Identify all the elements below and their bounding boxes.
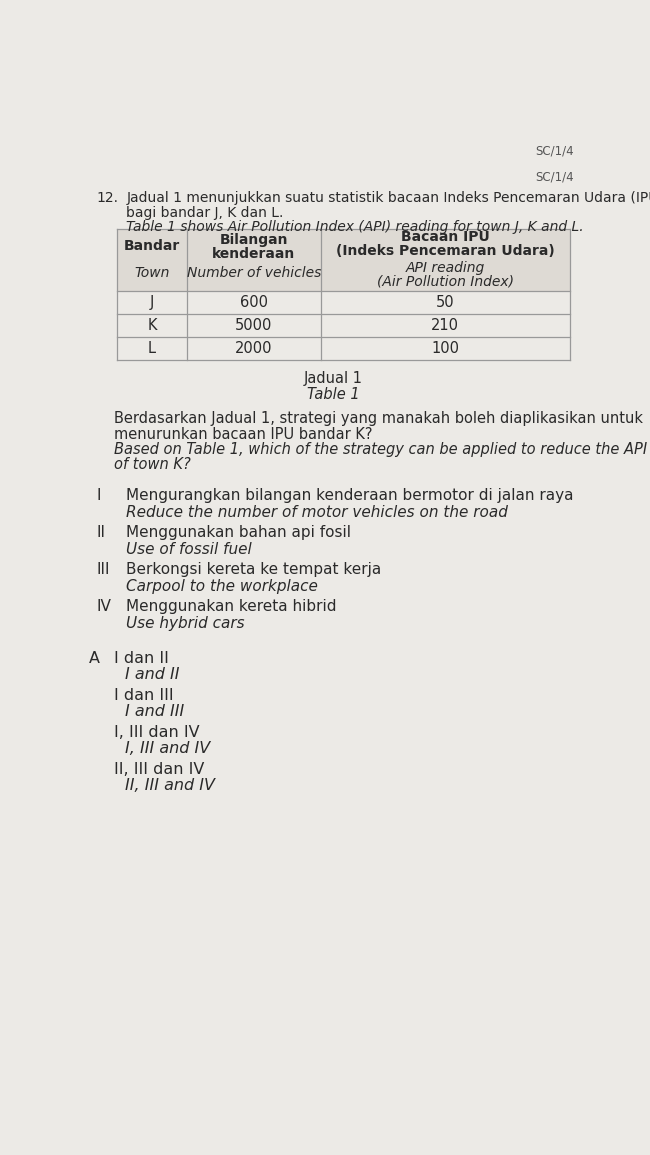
- Text: 600: 600: [240, 296, 268, 310]
- Text: III: III: [97, 562, 110, 578]
- Text: I, III and IV: I, III and IV: [125, 740, 210, 755]
- Text: Carpool to the workplace: Carpool to the workplace: [126, 579, 318, 594]
- Text: 50: 50: [436, 296, 454, 310]
- Text: I and II: I and II: [125, 666, 179, 681]
- Text: J: J: [150, 296, 154, 310]
- Text: Berkongsi kereta ke tempat kerja: Berkongsi kereta ke tempat kerja: [126, 562, 382, 578]
- Text: Town: Town: [135, 267, 170, 281]
- Text: L: L: [148, 342, 156, 356]
- Text: kenderaan: kenderaan: [212, 247, 296, 261]
- Text: SC/1/4: SC/1/4: [535, 171, 573, 184]
- Text: Menggunakan kereta hibrid: Menggunakan kereta hibrid: [126, 599, 337, 614]
- Text: (Indeks Pencemaran Udara): (Indeks Pencemaran Udara): [335, 244, 554, 258]
- Text: Bandar: Bandar: [124, 239, 180, 253]
- Text: 5000: 5000: [235, 319, 272, 333]
- Text: Bacaan IPU: Bacaan IPU: [400, 230, 489, 244]
- Text: Use of fossil fuel: Use of fossil fuel: [126, 542, 252, 557]
- Bar: [117, 314, 569, 337]
- Text: Number of vehicles: Number of vehicles: [187, 267, 321, 281]
- Text: Use hybrid cars: Use hybrid cars: [126, 616, 245, 631]
- Text: Reduce the number of motor vehicles on the road: Reduce the number of motor vehicles on t…: [126, 505, 508, 520]
- Text: Bilangan: Bilangan: [220, 233, 288, 247]
- Text: Menggunakan bahan api fosil: Menggunakan bahan api fosil: [126, 526, 351, 541]
- Text: menurunkan bacaan IPU bandar K?: menurunkan bacaan IPU bandar K?: [114, 426, 372, 441]
- Text: IV: IV: [97, 599, 112, 614]
- Text: Based on Table 1, which of the strategy can be applied to reduce the API reading: Based on Table 1, which of the strategy …: [114, 442, 650, 457]
- Text: I, III dan IV: I, III dan IV: [114, 725, 200, 740]
- Text: Berdasarkan Jadual 1, strategi yang manakah boleh diaplikasikan untuk: Berdasarkan Jadual 1, strategi yang mana…: [114, 411, 643, 426]
- Text: 2000: 2000: [235, 342, 272, 356]
- Text: 210: 210: [431, 319, 459, 333]
- Text: of town K?: of town K?: [114, 457, 190, 472]
- Text: 100: 100: [431, 342, 459, 356]
- Text: Mengurangkan bilangan kenderaan bermotor di jalan raya: Mengurangkan bilangan kenderaan bermotor…: [126, 489, 574, 504]
- Text: A: A: [89, 651, 100, 666]
- Text: API reading: API reading: [406, 261, 485, 275]
- Text: I and III: I and III: [125, 703, 184, 718]
- Text: II, III and IV: II, III and IV: [125, 777, 214, 792]
- Text: SC/1/4: SC/1/4: [535, 144, 573, 158]
- Text: Jadual 1: Jadual 1: [304, 371, 363, 386]
- Text: Table 1: Table 1: [307, 387, 359, 402]
- Text: Table 1 shows Air Pollution Index (API) reading for town J, K and L.: Table 1 shows Air Pollution Index (API) …: [126, 221, 584, 234]
- Text: I dan II: I dan II: [114, 651, 169, 666]
- Text: K: K: [148, 319, 157, 333]
- Text: (Air Pollution Index): (Air Pollution Index): [376, 275, 514, 289]
- Bar: [117, 337, 569, 360]
- Text: II: II: [97, 526, 106, 541]
- Text: 12.: 12.: [97, 191, 119, 204]
- Bar: [117, 291, 569, 314]
- Text: I dan III: I dan III: [114, 688, 174, 703]
- Text: II, III dan IV: II, III dan IV: [114, 762, 204, 777]
- Text: I: I: [97, 489, 101, 504]
- Bar: [117, 230, 569, 291]
- Text: bagi bandar J, K dan L.: bagi bandar J, K dan L.: [126, 206, 283, 219]
- Text: Jadual 1 menunjukkan suatu statistik bacaan Indeks Pencemaran Udara (IPU): Jadual 1 menunjukkan suatu statistik bac…: [126, 191, 650, 204]
